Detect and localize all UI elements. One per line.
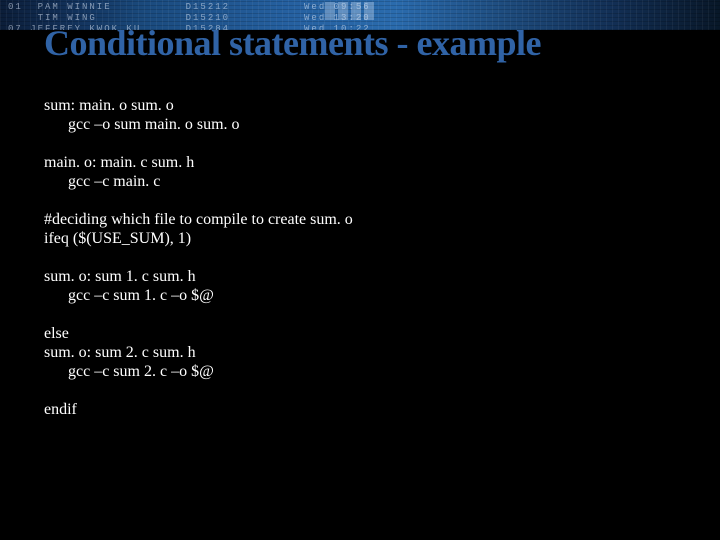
code-line: main. o: main. c sum. h [44, 153, 676, 172]
code-block-3: #deciding which file to compile to creat… [44, 210, 676, 248]
code-block-2: main. o: main. c sum. h gcc –c main. c [44, 153, 676, 191]
code-line: gcc –o sum main. o sum. o [44, 115, 676, 134]
code-line: else [44, 324, 676, 343]
code-line: gcc –c sum 1. c –o $@ [44, 286, 676, 305]
code-block-4: sum. o: sum 1. c sum. h gcc –c sum 1. c … [44, 267, 676, 305]
slide: 01 PAM WINNIE D15212 Wed 09:56 TIM WING … [0, 0, 720, 540]
banner-blocks [325, 2, 374, 20]
slide-body: sum: main. o sum. o gcc –o sum main. o s… [44, 96, 676, 438]
code-line: sum. o: sum 1. c sum. h [44, 267, 676, 286]
code-block-1: sum: main. o sum. o gcc –o sum main. o s… [44, 96, 676, 134]
code-line: ifeq ($(USE_SUM), 1) [44, 229, 676, 248]
banner-line-1: 01 PAM WINNIE D15212 Wed 09:56 [8, 2, 371, 12]
code-line: gcc –c main. c [44, 172, 676, 191]
code-line: sum: main. o sum. o [44, 96, 676, 115]
code-line: gcc –c sum 2. c –o $@ [44, 362, 676, 381]
code-line: endif [44, 400, 676, 419]
slide-title: Conditional statements - example [44, 22, 541, 64]
code-block-5: else sum. o: sum 2. c sum. h gcc –c sum … [44, 324, 676, 381]
code-block-6: endif [44, 400, 676, 419]
code-line: sum. o: sum 2. c sum. h [44, 343, 676, 362]
code-line: #deciding which file to compile to creat… [44, 210, 676, 229]
